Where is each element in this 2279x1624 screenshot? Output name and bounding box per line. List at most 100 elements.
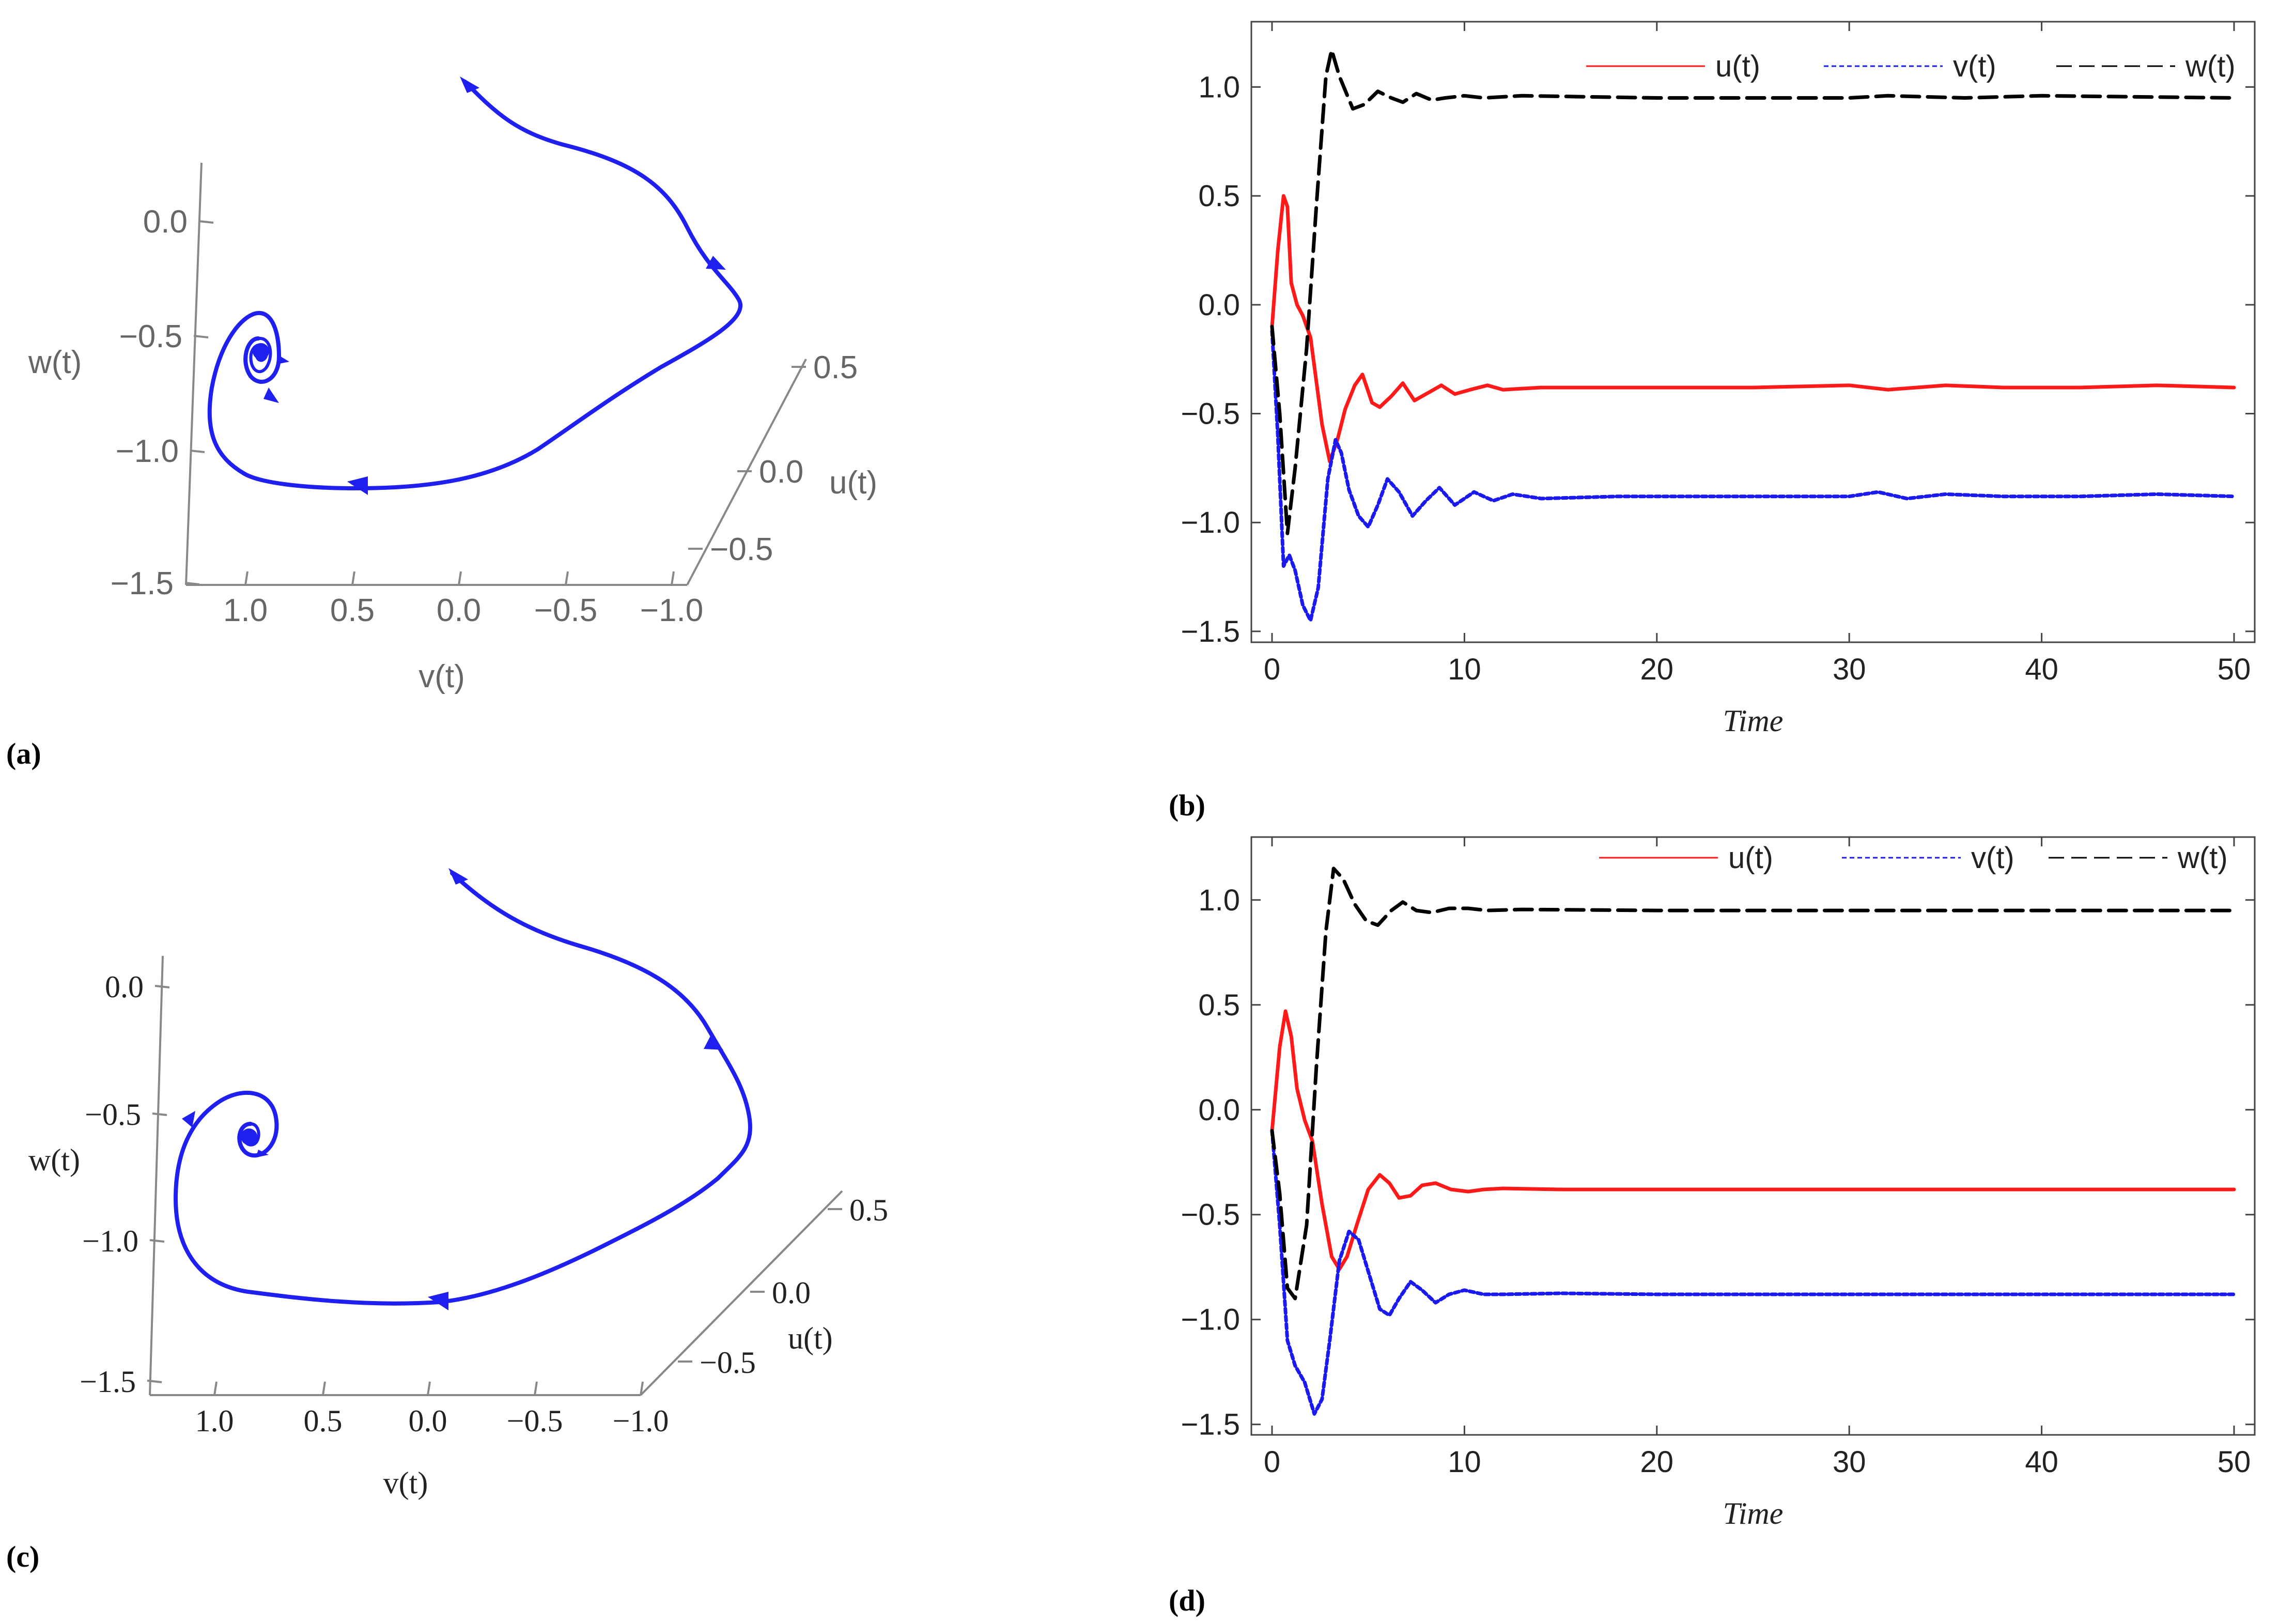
- direction-arrow: [428, 1292, 448, 1310]
- x-tick-label: 40: [2025, 1445, 2058, 1479]
- v-tick: [640, 1381, 644, 1396]
- y-tick-label: 1.0: [1198, 70, 1240, 104]
- x-tick-label: 50: [2218, 653, 2251, 686]
- w-tick: [149, 1239, 165, 1243]
- series-line-wt: [1270, 867, 2236, 1301]
- panel-label-d: (d): [1169, 1584, 1205, 1617]
- legend-label-wt: w(t): [2185, 50, 2236, 83]
- x-tick-label: 10: [1448, 1445, 1481, 1479]
- v-axis-label: v(t): [418, 659, 465, 694]
- y-tick-label: −1.0: [1181, 1303, 1241, 1337]
- w-tick: [147, 1380, 162, 1383]
- direction-arrow: [263, 388, 279, 403]
- v-tick-label: 0.5: [304, 1404, 343, 1438]
- w-tick-label: −1.0: [82, 1224, 138, 1258]
- y-tick-label: 1.0: [1198, 884, 1240, 917]
- v-tick: [213, 1381, 218, 1396]
- v-tick: [458, 571, 462, 585]
- panel-labels: (a) (b) (c) (d): [6, 737, 1205, 1617]
- w-tick: [152, 1112, 167, 1116]
- x-axis-label: Time: [1723, 704, 1784, 738]
- v-tick-label: −0.5: [534, 593, 597, 628]
- series-line-ut: [1270, 1009, 2236, 1271]
- y-tick-label: −0.5: [1181, 1198, 1241, 1232]
- w-axis-label: w(t): [28, 1143, 80, 1177]
- trajectory-curve: [207, 80, 742, 490]
- v-tick-label: 0.0: [437, 593, 481, 628]
- panel-c-3d-plot: 0.0 −0.5 −1.0 −1.5 w(t) 1.0 0.5 0.0 −0.5 −1.0 v(t)…: [28, 868, 888, 1500]
- x-axis-label: Time: [1723, 1496, 1784, 1530]
- v-tick-label: 1.0: [223, 593, 268, 628]
- series-line-vt: [1270, 329, 2236, 623]
- legend-label-wt: w(t): [2177, 841, 2228, 875]
- x-tick-label: 30: [1833, 1445, 1866, 1479]
- y-tick-label: −0.5: [1181, 397, 1241, 431]
- direction-arrow: [448, 868, 468, 885]
- y-tick-label: −1.0: [1181, 506, 1241, 539]
- legend: u(t) v(t) w(t): [1586, 50, 2236, 83]
- x-tick-label: 0: [1264, 653, 1280, 686]
- y-tick-label: −1.5: [1181, 615, 1241, 648]
- legend-label-ut: u(t): [1715, 50, 1760, 83]
- direction-arrow: [704, 1036, 723, 1050]
- series-line-ut: [1270, 194, 2236, 463]
- panel-label-c: (c): [6, 1540, 39, 1573]
- panel-label-b: (b): [1169, 788, 1205, 822]
- direction-arrow: [256, 1150, 269, 1157]
- v-tick-label: −1.0: [640, 593, 703, 628]
- w-axis-label: w(t): [28, 345, 82, 380]
- y-tick-label: 0.0: [1198, 1093, 1240, 1127]
- y-tick-label: 0.0: [1198, 288, 1240, 322]
- w-tick-label: −1.5: [111, 566, 174, 601]
- y-tick-label: 0.5: [1198, 179, 1240, 213]
- u-tick-label: 0.5: [813, 350, 858, 385]
- w-tick: [193, 335, 209, 338]
- w-axis-line: [185, 162, 203, 585]
- v-tick-label: 1.0: [195, 1404, 234, 1438]
- direction-arrow: [460, 76, 479, 93]
- w-tick: [190, 450, 205, 453]
- x-tick-label: 10: [1448, 653, 1481, 686]
- plot-frame: [1250, 21, 2256, 643]
- v-tick-label: −0.5: [507, 1404, 563, 1438]
- direction-arrow: [182, 1111, 195, 1127]
- v-tick-label: 0.5: [330, 593, 375, 628]
- w-tick: [154, 985, 170, 988]
- legend-label-ut: u(t): [1728, 841, 1773, 875]
- v-tick: [565, 571, 569, 585]
- u-axis-label: u(t): [788, 1321, 833, 1355]
- plot-frame: [1250, 836, 2256, 1436]
- w-axis-line: [149, 955, 164, 1396]
- x-tick-label: 40: [2025, 653, 2058, 686]
- v-tick: [244, 571, 249, 585]
- series-line-wt: [1270, 48, 2236, 535]
- panel-label-a: (a): [6, 737, 41, 770]
- u-tick-label: −0.5: [700, 1345, 756, 1380]
- panel-a-3d-plot: 0.0−0.5−1.0−1.5w(t)1.0 0.5 0.0 −0.5 −1.0v(t)…: [28, 76, 877, 694]
- u-axis-line: [640, 1190, 843, 1396]
- w-tick-label: 0.0: [105, 970, 144, 1004]
- x-tick-label: 30: [1833, 653, 1866, 686]
- v-axis-label: v(t): [383, 1466, 428, 1500]
- direction-arrow: [276, 355, 289, 364]
- v-tick: [427, 1381, 431, 1396]
- v-tick: [534, 1381, 538, 1396]
- x-tick-label: 20: [1640, 1445, 1674, 1479]
- u-tick-label: −0.5: [710, 532, 773, 567]
- panel-d-time-series: 1.0 0.5 0.0 −0.5 −1.0 −1.5 0 10 20 30 40 50 Time u(t)…: [1181, 836, 2256, 1530]
- direction-arrow: [706, 256, 726, 270]
- x-tick-label: 20: [1640, 653, 1674, 686]
- trajectory-curve: [174, 871, 752, 1306]
- w-tick-label: −0.5: [119, 319, 182, 354]
- legend-label-vt: v(t): [1953, 50, 1996, 83]
- equilibrium-point: [241, 1128, 257, 1145]
- u-tick-label: 0.0: [772, 1276, 811, 1310]
- w-tick-label: −1.5: [80, 1365, 136, 1399]
- legend-label-vt: v(t): [1971, 841, 2014, 875]
- x-tick-label: 50: [2218, 1445, 2251, 1479]
- legend: u(t) v(t) w(t): [1599, 841, 2228, 875]
- u-axis-label: u(t): [829, 465, 877, 501]
- v-tick: [351, 571, 355, 585]
- y-tick-label: −1.5: [1181, 1408, 1241, 1442]
- v-tick: [671, 571, 675, 585]
